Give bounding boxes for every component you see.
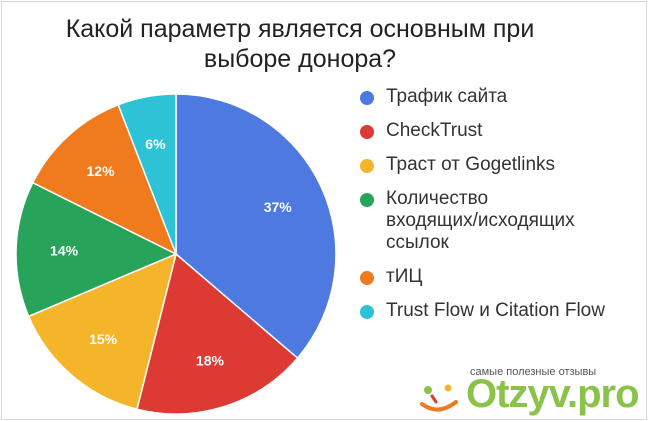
legend-color-dot: [360, 159, 374, 173]
pie-slice: [175, 93, 337, 360]
pie-slice: [117, 93, 177, 255]
slice-value-label: 18%: [196, 353, 225, 369]
legend-label: CheckTrust: [386, 120, 483, 141]
legend-color-dot: [360, 305, 374, 319]
chart-legend: Трафик сайта CheckTrust Траст от Gogetlink…: [360, 86, 645, 334]
legend-item: тИЦ: [360, 266, 645, 288]
legend-label: тИЦ: [386, 266, 423, 287]
legend-item: Trust Flow и Citation Flow: [360, 300, 645, 322]
pie-slice: [15, 181, 178, 318]
watermark-tagline: самые полезные отзывы: [470, 366, 597, 378]
chart-title: Какой параметр является основным при выб…: [65, 15, 535, 73]
legend-item: CheckTrust: [360, 120, 645, 142]
watermark-logo: Otzyv.pro: [418, 372, 648, 418]
slice-value-label: 12%: [87, 163, 116, 179]
slice-value-label: 14%: [50, 243, 79, 259]
legend-label: Траст от Gogetlinks: [386, 154, 556, 175]
slice-value-label: 6%: [145, 136, 166, 152]
legend-label: Trust Flow и Citation Flow: [386, 300, 605, 321]
smiley-figure-icon: [420, 384, 458, 412]
pie-slice: [31, 103, 178, 256]
legend-label: Количество входящих/исходящих ссылок: [386, 188, 575, 253]
legend-item: Количество входящих/исходящих ссылок: [360, 188, 645, 254]
slice-value-label: 15%: [89, 331, 118, 347]
pie-slice: [27, 252, 178, 411]
legend-label: Трафик сайта: [386, 86, 508, 107]
legend-item: Траст от Gogetlinks: [360, 154, 645, 176]
legend-color-dot: [360, 125, 374, 139]
pie-slice: [136, 252, 299, 415]
legend-item: Трафик сайта: [360, 86, 645, 108]
legend-color-dot: [360, 271, 374, 285]
watermark-brand: Otzyv.pro: [466, 372, 640, 416]
legend-color-dot: [360, 91, 374, 105]
legend-color-dot: [360, 193, 374, 207]
slice-value-label: 37%: [264, 199, 293, 215]
